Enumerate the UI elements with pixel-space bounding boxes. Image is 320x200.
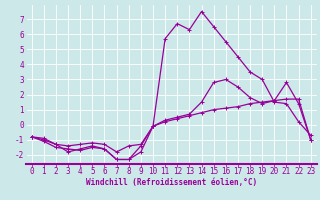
X-axis label: Windchill (Refroidissement éolien,°C): Windchill (Refroidissement éolien,°C): [86, 178, 257, 187]
